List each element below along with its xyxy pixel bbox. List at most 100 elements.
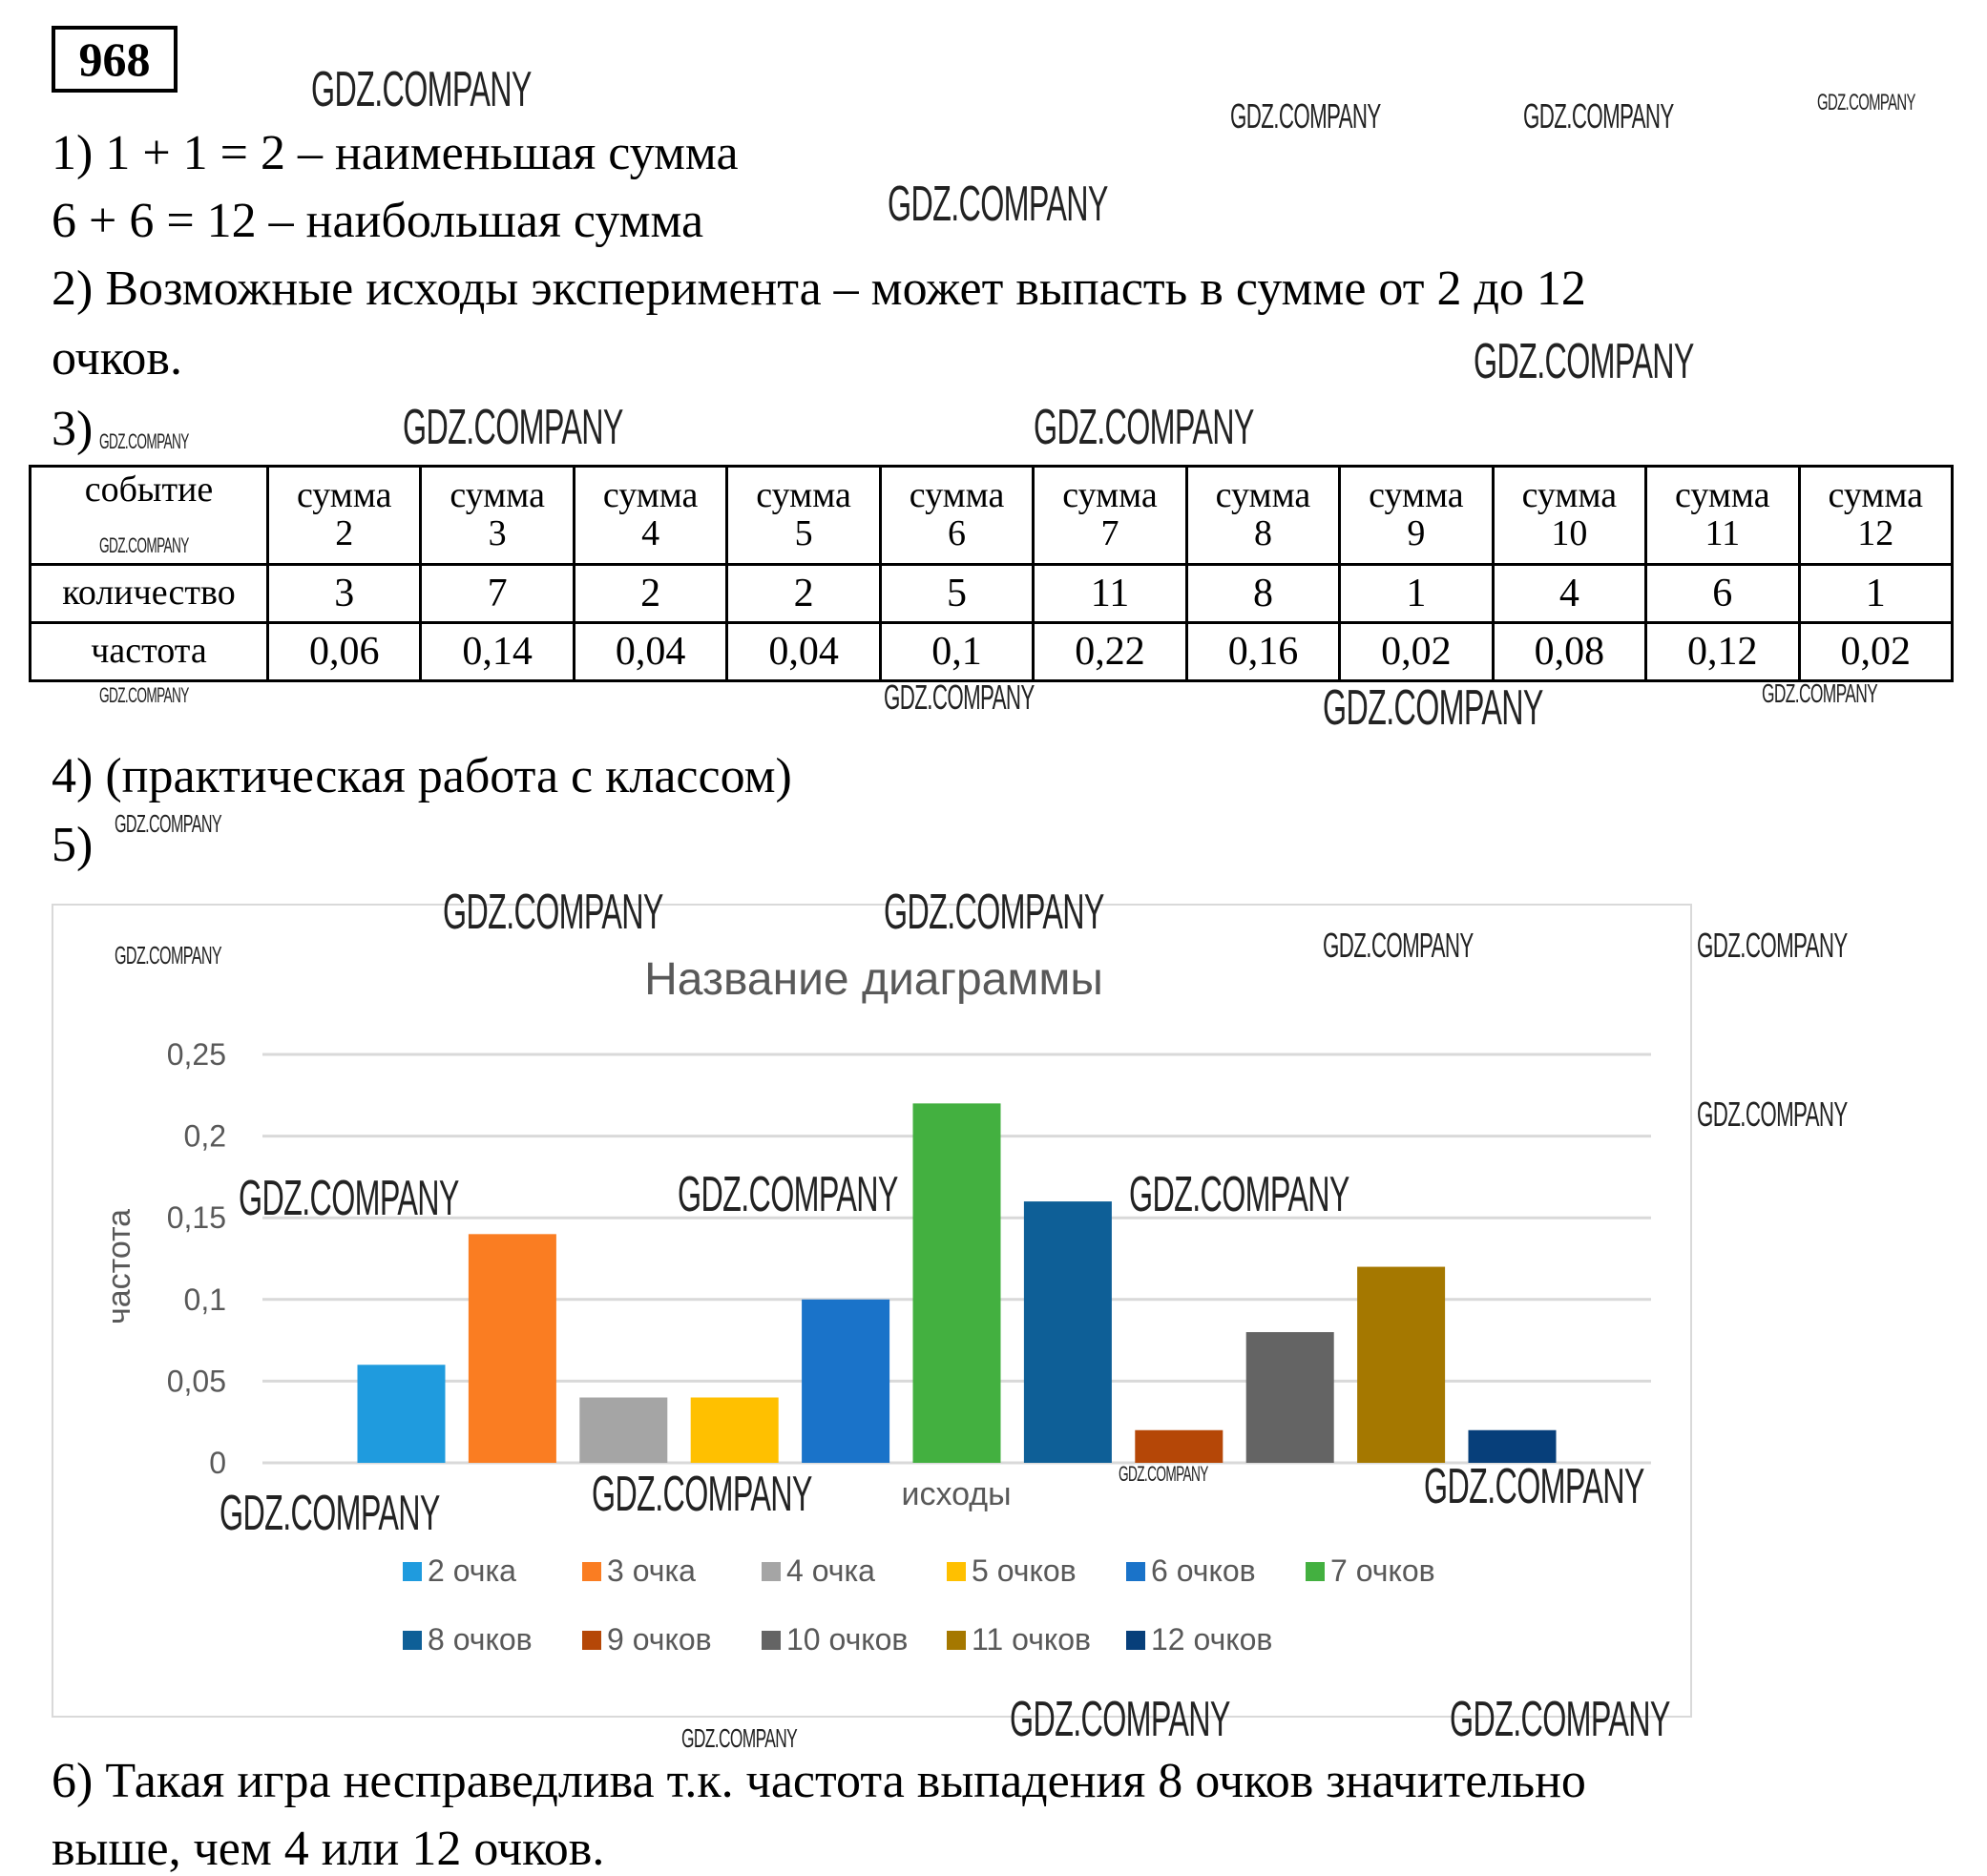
chart-svg: 0 0,05 0,1 0,15 0,2 0,25 xyxy=(167,1037,1651,1480)
legend-swatch xyxy=(1126,1630,1145,1650)
legend-swatch xyxy=(947,1630,966,1650)
legend-swatch xyxy=(582,1630,601,1650)
bar-8-очков xyxy=(1023,1201,1112,1463)
chart-title: Название диаграммы xyxy=(644,954,1103,1005)
text-line-2: 6 + 6 = 12 – наибольшая сумма xyxy=(52,194,704,248)
text-line-8: 6) Такая игра несправедлива т.к. частота… xyxy=(52,1754,1586,1808)
text-line-7: 5) xyxy=(52,818,94,872)
legend-label: 6 очков xyxy=(1151,1553,1256,1588)
frequency-cell: 0,08 xyxy=(1491,621,1648,682)
count-cell: 8 xyxy=(1184,563,1342,624)
legend-item: 2 очка xyxy=(403,1553,516,1589)
watermark: GDZ.COMPANY xyxy=(443,885,663,940)
watermark: GDZ.COMPANY xyxy=(1129,1167,1349,1222)
watermark: GDZ.COMPANY xyxy=(115,809,222,838)
count-cell: 1 xyxy=(1338,563,1495,624)
legend-label: 4 очка xyxy=(786,1553,875,1588)
y-tick-label: 0,1 xyxy=(184,1282,226,1317)
legend-swatch xyxy=(1306,1561,1325,1581)
legend-label: 12 очков xyxy=(1151,1622,1273,1657)
watermark: GDZ.COMPANY xyxy=(1697,926,1848,965)
event-cell: сумма 4 xyxy=(572,465,729,566)
count-cell: 4 xyxy=(1491,563,1648,624)
watermark: GDZ.COMPANY xyxy=(1474,334,1694,389)
row-label-frequency: частота xyxy=(29,621,269,682)
legend-item: 3 очка xyxy=(582,1553,696,1589)
bar-6-очков xyxy=(802,1299,890,1463)
legend-label: 11 очков xyxy=(972,1622,1092,1657)
text-line-1: 1) 1 + 1 = 2 – наименьшая сумма xyxy=(52,126,739,180)
watermark: GDZ.COMPANY xyxy=(1034,400,1254,455)
count-cell: 6 xyxy=(1644,563,1801,624)
legend-label: 7 очков xyxy=(1330,1553,1435,1588)
legend-item: 10 очков xyxy=(762,1622,908,1657)
frequency-cell: 0,12 xyxy=(1644,621,1801,682)
watermark: GDZ.COMPANY xyxy=(99,683,189,707)
watermark: GDZ.COMPANY xyxy=(220,1486,440,1541)
event-cell: сумма 12 xyxy=(1797,465,1955,566)
watermark: GDZ.COMPANY xyxy=(1424,1459,1644,1514)
text-line-3: 2) Возможные исходы эксперимента – может… xyxy=(52,261,1586,316)
legend-item: 4 очка xyxy=(762,1553,875,1589)
count-cell: 2 xyxy=(572,563,729,624)
legend-label: 8 очков xyxy=(428,1622,533,1657)
row-label-event: событие xyxy=(29,465,269,566)
watermark: GDZ.COMPANY xyxy=(115,941,222,969)
watermark: GDZ.COMPANY xyxy=(592,1467,812,1522)
watermark: GDZ.COMPANY xyxy=(1450,1692,1670,1747)
text-line-9: выше, чем 4 или 12 очков. xyxy=(52,1822,605,1876)
bar-9-очков xyxy=(1135,1429,1224,1463)
y-tick-label: 0,25 xyxy=(167,1037,226,1072)
watermark: GDZ.COMPANY xyxy=(403,400,623,455)
watermark: GDZ.COMPANY xyxy=(99,533,189,557)
frequency-cell: 0,1 xyxy=(878,621,1035,682)
event-cell: сумма 5 xyxy=(725,465,882,566)
watermark: GDZ.COMPANY xyxy=(678,1167,898,1222)
watermark: GDZ.COMPANY xyxy=(99,429,189,453)
legend-label: 9 очков xyxy=(607,1622,712,1657)
legend-item: 8 очков xyxy=(403,1622,533,1657)
legend-swatch xyxy=(947,1561,966,1581)
legend-label: 3 очка xyxy=(607,1553,696,1588)
frequency-cell: 0,14 xyxy=(419,621,575,682)
watermark: GDZ.COMPANY xyxy=(1817,90,1915,115)
watermark: GDZ.COMPANY xyxy=(1762,678,1878,708)
event-cell: сумма 11 xyxy=(1644,465,1801,566)
text-line-6: 4) (практическая работа с классом) xyxy=(52,749,792,803)
bar-10-очков xyxy=(1245,1332,1334,1463)
frequency-cell: 0,16 xyxy=(1184,621,1342,682)
legend-swatch xyxy=(582,1561,601,1581)
legend-item: 5 очков xyxy=(947,1553,1077,1589)
watermark: GDZ.COMPANY xyxy=(888,177,1108,232)
legend-item: 9 очков xyxy=(582,1622,712,1657)
count-cell: 11 xyxy=(1032,563,1188,624)
problem-number: 968 xyxy=(52,26,178,93)
watermark: GDZ.COMPANY xyxy=(1119,1462,1208,1486)
watermark: GDZ.COMPANY xyxy=(1523,96,1674,135)
event-cell: сумма 10 xyxy=(1491,465,1648,566)
text-line-4: очков. xyxy=(52,331,182,386)
legend-label: 5 очков xyxy=(972,1553,1077,1588)
bar-chart: 0 0,05 0,1 0,15 0,2 0,25 Название диаграммы ч… xyxy=(52,904,1692,1718)
y-tick-label: 0,15 xyxy=(167,1200,226,1235)
watermark: GDZ.COMPANY xyxy=(1323,926,1474,965)
legend-swatch xyxy=(403,1561,422,1581)
watermark: GDZ.COMPANY xyxy=(884,885,1104,940)
legend-item: 12 очков xyxy=(1126,1622,1272,1657)
legend-item: 11 очков xyxy=(947,1622,1091,1657)
y-tick-label: 0,2 xyxy=(184,1119,226,1154)
text-line-5: 3) xyxy=(52,402,94,456)
y-axis-label: частота xyxy=(101,1208,137,1324)
legend-swatch xyxy=(762,1630,781,1650)
bar-3-очка xyxy=(468,1234,556,1463)
bar-7-очков xyxy=(912,1103,1001,1463)
bar-5-очков xyxy=(690,1397,779,1463)
watermark: GDZ.COMPANY xyxy=(311,62,532,117)
frequency-cell: 0,22 xyxy=(1032,621,1188,682)
frequency-cell: 0,04 xyxy=(572,621,729,682)
watermark: GDZ.COMPANY xyxy=(1323,680,1543,736)
event-cell: сумма 2 xyxy=(265,465,423,566)
bar-11-очков xyxy=(1357,1266,1446,1463)
legend-item: 7 очков xyxy=(1306,1553,1435,1589)
frequency-cell: 0,02 xyxy=(1797,621,1955,682)
